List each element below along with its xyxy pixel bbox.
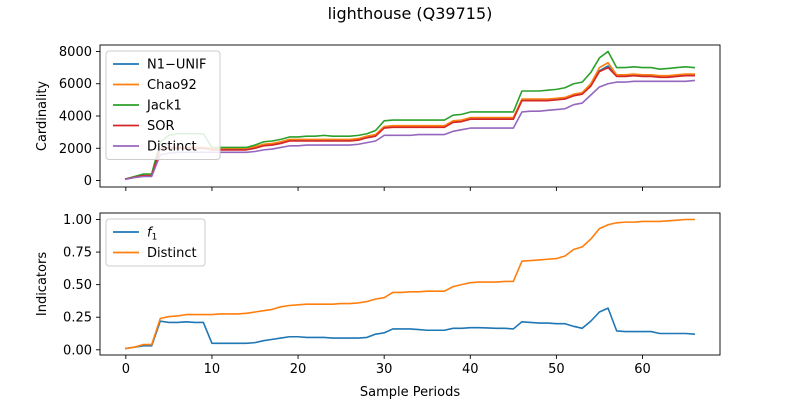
x-axis-label: Sample Periods: [360, 385, 460, 400]
panel-2: 0 10 20 30 40 50 60 0.00 0.25 0.50 0.75 1.00 Indicat…: [35, 212, 721, 377]
series-line-2-1: [124, 307, 696, 350]
y-tick-label: 2000: [59, 142, 92, 157]
chart-title: lighthouse (Q39715): [328, 4, 493, 23]
legend-label: Distinct: [147, 246, 197, 261]
legend-label: SOR: [147, 119, 175, 134]
x-tick-label: 60: [634, 362, 651, 377]
legend-box-2: [105, 218, 206, 267]
y-tick-label: 8000: [59, 45, 92, 60]
series-line-1-5: [124, 79, 696, 181]
x-tick-label: 30: [376, 362, 393, 377]
y-tick-label: 0.00: [63, 343, 92, 358]
panel-1: 0 2000 4000 6000 8000 Cardinality N1−UNIF Chao9…: [35, 44, 721, 191]
legend-label: Jack1: [146, 99, 182, 114]
y-tick-label: 0.25: [63, 311, 92, 326]
x-tick-label: 40: [462, 362, 479, 377]
y-axis-label-2: Indicators: [35, 252, 50, 316]
x-tick-label: 20: [290, 362, 307, 377]
x-tick-label: 10: [204, 362, 221, 377]
y-axis-label-1: Cardinality: [35, 81, 50, 152]
y-tick-label: 1.00: [63, 213, 92, 228]
y-tick-label: 6000: [59, 77, 92, 92]
chart-panels: 0 2000 4000 6000 8000 Cardinality N1−UNIF Chao9…: [35, 44, 721, 377]
series-line-2-2: [124, 218, 695, 350]
legend-label: N1−UNIF: [147, 58, 206, 73]
legend-box-1: [105, 50, 221, 160]
x-tick-label: 0: [122, 362, 130, 377]
y-tick-label: 0.75: [63, 246, 92, 261]
y-tick-label: 0: [84, 174, 92, 189]
y-tick-label: 4000: [59, 110, 92, 125]
legend-label: Chao92: [147, 78, 197, 93]
legend-label: Distinct: [147, 140, 197, 155]
x-tick-label: 50: [548, 362, 565, 377]
legend-label: f1: [147, 226, 157, 243]
axes-frame-2: [99, 212, 721, 356]
series-line-1-3: [124, 50, 696, 180]
series-line-1-4: [124, 66, 695, 180]
y-tick-label: 0.50: [63, 278, 92, 293]
